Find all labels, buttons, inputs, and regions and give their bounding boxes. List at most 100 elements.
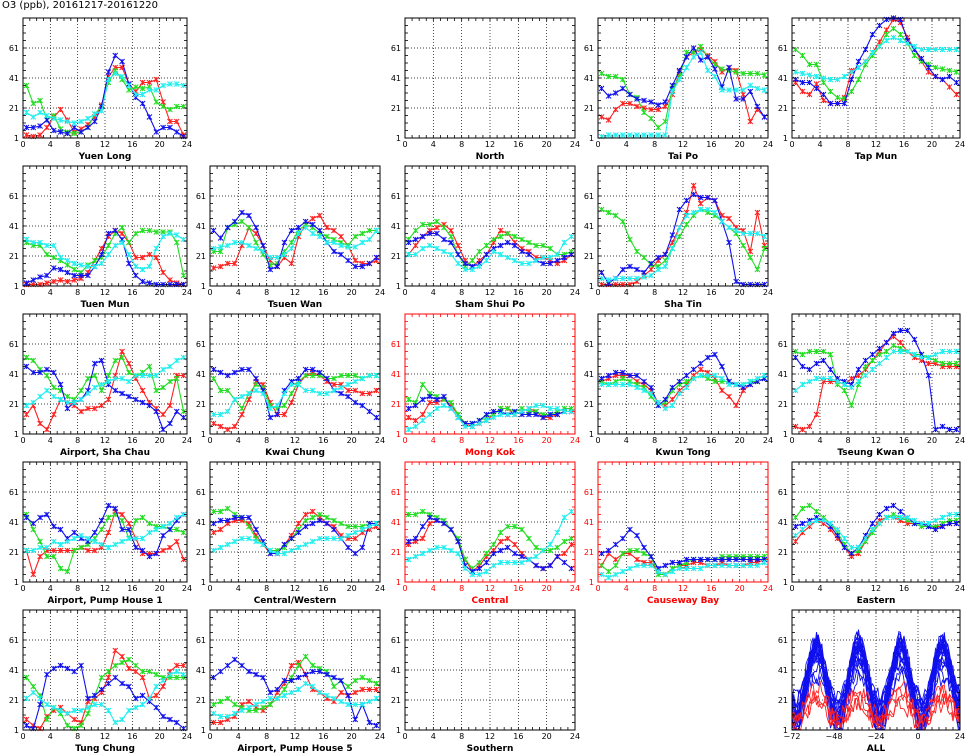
data-point: [504, 405, 511, 412]
y-tick-label: 41: [196, 222, 206, 231]
data-point: [167, 402, 173, 409]
data-point: [683, 54, 690, 60]
data-point: [23, 411, 30, 418]
x-tick-label: 20: [735, 140, 745, 149]
x-tick-label: 0: [207, 288, 212, 297]
x-tick-label: 24: [570, 140, 580, 149]
data-point: [848, 402, 855, 409]
data-point: [338, 233, 344, 240]
data-point: [288, 245, 295, 252]
data-point: [939, 46, 946, 53]
data-point: [37, 701, 43, 708]
data-point: [704, 67, 711, 74]
data-point: [274, 254, 281, 261]
data-point: [799, 70, 806, 77]
data-point: [239, 393, 245, 400]
series-line-green: [795, 344, 957, 407]
station-label: North: [476, 152, 505, 162]
data-point: [173, 668, 180, 675]
data-point: [747, 230, 754, 237]
y-tick-label: 21: [9, 548, 19, 557]
data-point: [309, 538, 316, 545]
data-point: [419, 245, 426, 252]
x-tick-label: 8: [75, 732, 80, 741]
data-point: [126, 393, 132, 400]
data-point: [925, 46, 932, 53]
data-point: [441, 236, 447, 243]
x-tick-label: 16: [318, 732, 328, 741]
data-point: [98, 381, 105, 388]
data-point: [932, 64, 939, 71]
data-point: [253, 526, 259, 533]
data-point: [44, 251, 50, 258]
data-point: [754, 103, 761, 110]
data-point: [91, 529, 98, 536]
data-point: [862, 363, 869, 370]
station-label: Sha Tin: [664, 300, 702, 310]
data-point: [91, 538, 98, 545]
data-point: [352, 529, 359, 536]
y-tick-label: 1: [783, 430, 788, 439]
data-point: [119, 224, 125, 231]
data-point: [426, 411, 433, 418]
data-point: [146, 263, 153, 270]
x-tick-label: 16: [706, 584, 716, 593]
y-tick-label: 41: [584, 222, 594, 231]
x-tick-label: 12: [290, 436, 300, 445]
data-point: [139, 372, 146, 379]
data-point: [352, 387, 359, 394]
data-point: [260, 390, 266, 397]
data-point: [848, 384, 855, 391]
data-point: [64, 538, 71, 545]
data-point: [295, 381, 302, 388]
y-tick-label: 21: [391, 104, 401, 113]
panel-airport-pump-house-5: 0 4 8 12 16 20 24 1 21 41 61 Airport, Pump House 5: [196, 609, 385, 754]
series-line-cyan: [213, 226, 377, 259]
data-point: [302, 511, 309, 518]
data-point: [627, 526, 633, 533]
y-tick-label: 61: [584, 192, 594, 201]
y-tick-label: 61: [196, 488, 206, 497]
data-point: [30, 399, 37, 406]
data-point: [733, 96, 739, 102]
x-tick-label: 24: [763, 288, 773, 297]
x-tick-label: 12: [100, 140, 110, 149]
data-point: [160, 532, 166, 539]
data-point: [712, 372, 718, 379]
data-point: [288, 381, 295, 388]
data-point: [132, 263, 139, 270]
data-point: [455, 538, 461, 545]
data-point: [820, 75, 827, 81]
y-tick-label: 61: [391, 192, 401, 201]
x-tick-label: 16: [899, 584, 909, 593]
data-point: [554, 544, 561, 551]
data-point: [167, 230, 173, 237]
data-point: [50, 384, 57, 391]
series-line-blue: [26, 504, 184, 558]
data-point: [655, 132, 662, 138]
data-point: [224, 695, 231, 702]
data-point: [91, 263, 98, 270]
data-point: [806, 378, 813, 385]
data-point: [598, 85, 605, 92]
data-point: [697, 43, 704, 50]
panel-mong-kok: 0 4 8 12 16 20 24 1 21 41 61 Mong Kok: [391, 313, 580, 458]
y-tick-label: 61: [778, 340, 788, 349]
data-point: [112, 662, 119, 669]
data-point: [224, 426, 231, 433]
data-point: [50, 265, 57, 271]
data-point: [740, 91, 747, 98]
x-tick-label: 4: [236, 436, 241, 445]
data-point: [146, 695, 153, 702]
data-point: [119, 390, 125, 397]
data-point: [612, 562, 619, 569]
data-point: [260, 704, 266, 711]
x-tick-label: 16: [513, 140, 523, 149]
data-point: [669, 82, 676, 89]
y-tick-label: 21: [584, 252, 594, 261]
data-point: [180, 511, 187, 518]
data-point: [37, 514, 43, 521]
data-point: [352, 677, 359, 684]
data-point: [434, 245, 440, 252]
x-tick-label: 16: [127, 732, 137, 741]
